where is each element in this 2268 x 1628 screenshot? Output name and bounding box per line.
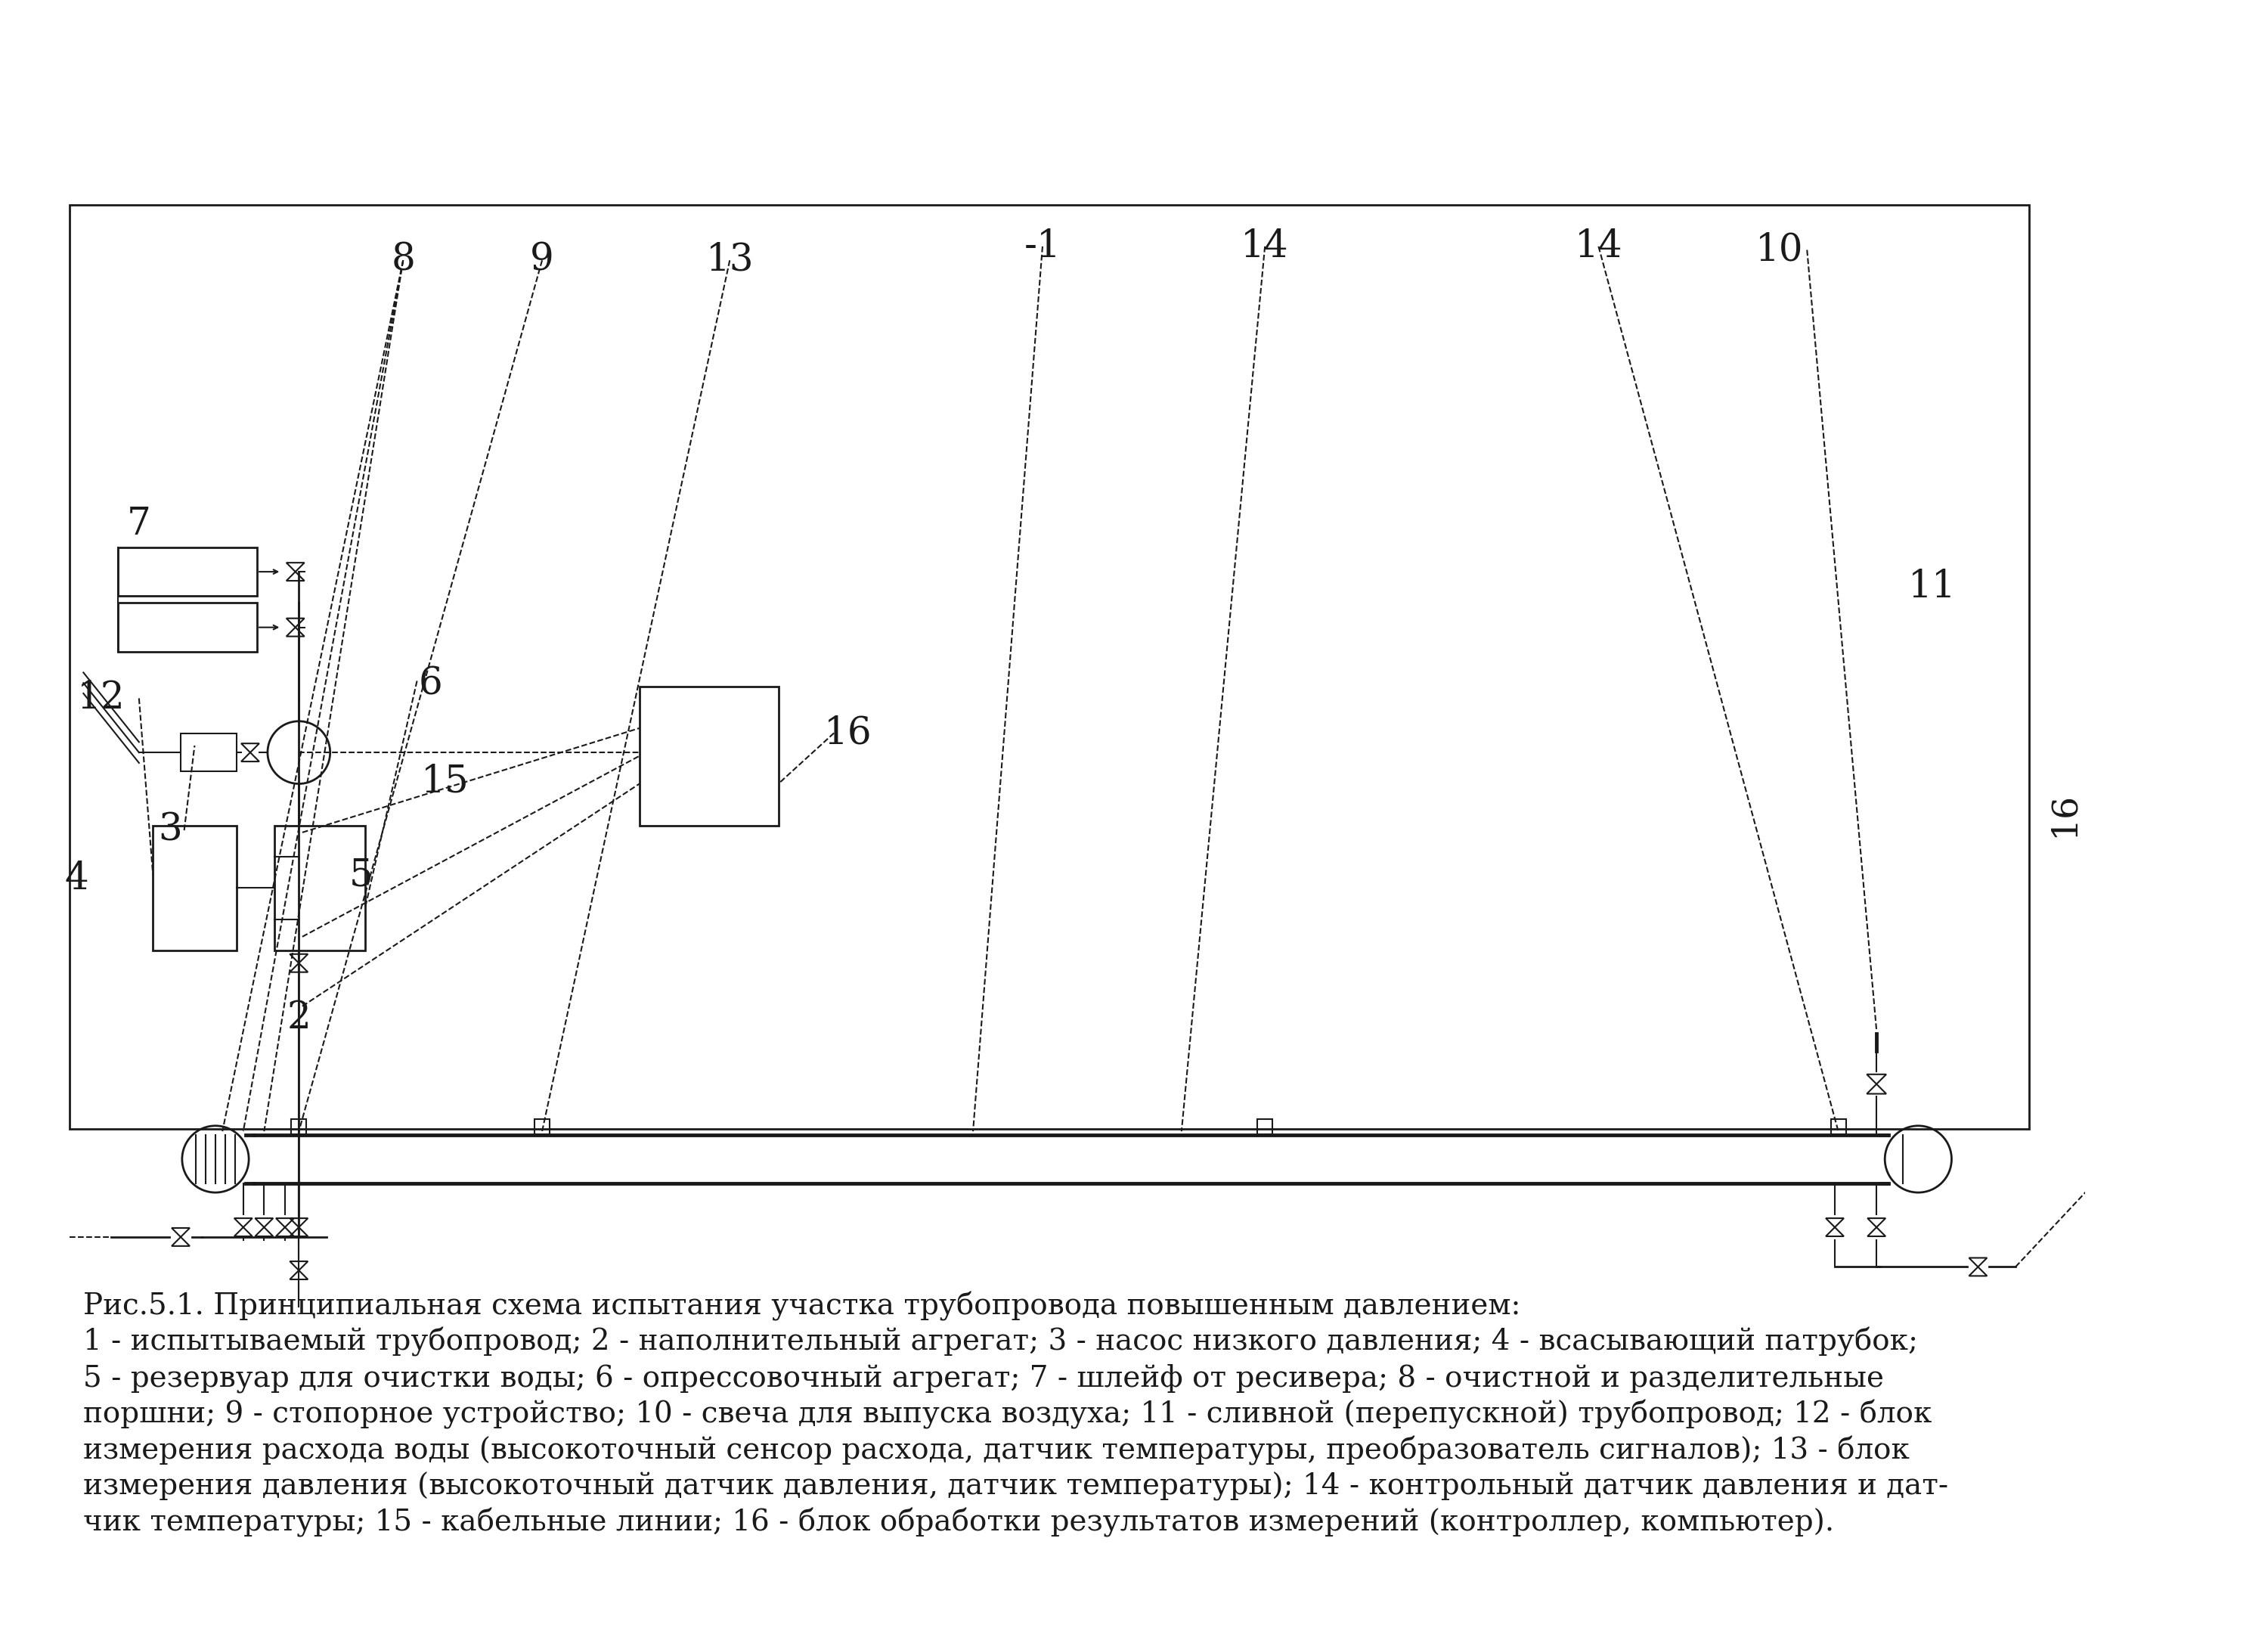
Text: 1 - испытываемый трубопровод; 2 - наполнительный агрегат; 3 - насос низкого давл: 1 - испытываемый трубопровод; 2 - наполн… (84, 1327, 1919, 1356)
Text: 16: 16 (2048, 791, 2082, 837)
Text: 15: 15 (420, 764, 469, 801)
Bar (70, 205, 2030, 1130)
Text: 14: 14 (1574, 228, 1622, 265)
Bar (1830, 1118, 1846, 1135)
Bar (535, 1118, 549, 1135)
Text: Рис.5.1. Принципиальная схема испытания участка трубопровода повышенным давление: Рис.5.1. Принципиальная схема испытания … (84, 1291, 1522, 1320)
Text: измерения давления (высокоточный датчик давления, датчик температуры); 14 - конт: измерения давления (высокоточный датчик … (84, 1472, 1948, 1501)
Text: 4: 4 (64, 860, 88, 897)
Text: чик температуры; 15 - кабельные линии; 16 - блок обработки результатов измерений: чик температуры; 15 - кабельные линии; 1… (84, 1508, 1835, 1537)
Bar (152, 825, 236, 951)
Text: 5: 5 (349, 856, 374, 894)
Text: 2: 2 (286, 1000, 311, 1037)
Bar (118, 602, 256, 651)
Text: -1: -1 (1025, 228, 1061, 265)
Bar (181, 733, 236, 772)
Text: 10: 10 (1755, 231, 1803, 269)
Text: 11: 11 (1907, 568, 1957, 606)
Text: измерения расхода воды (высокоточный сенсор расхода, датчик температуры, преобра: измерения расхода воды (высокоточный сен… (84, 1436, 1910, 1465)
Bar (640, 687, 778, 825)
Bar (290, 1118, 306, 1135)
Bar (274, 825, 365, 951)
Text: 3: 3 (159, 812, 181, 850)
Text: 14: 14 (1241, 228, 1288, 265)
Text: 16: 16 (823, 715, 871, 752)
Text: 5 - резервуар для очистки воды; 6 - опрессовочный агрегат; 7 - шлейф от ресивера: 5 - резервуар для очистки воды; 6 - опре… (84, 1364, 1885, 1392)
Text: поршни; 9 - стопорное устройство; 10 - свеча для выпуска воздуха; 11 - сливной (: поршни; 9 - стопорное устройство; 10 - с… (84, 1400, 1932, 1429)
Text: 9: 9 (531, 241, 553, 278)
Bar (118, 547, 256, 596)
Text: 6: 6 (420, 666, 442, 703)
Text: 7: 7 (127, 506, 152, 544)
Text: 12: 12 (77, 679, 125, 716)
Text: 8: 8 (390, 241, 415, 278)
Text: 13: 13 (705, 241, 753, 278)
Bar (1256, 1118, 1272, 1135)
